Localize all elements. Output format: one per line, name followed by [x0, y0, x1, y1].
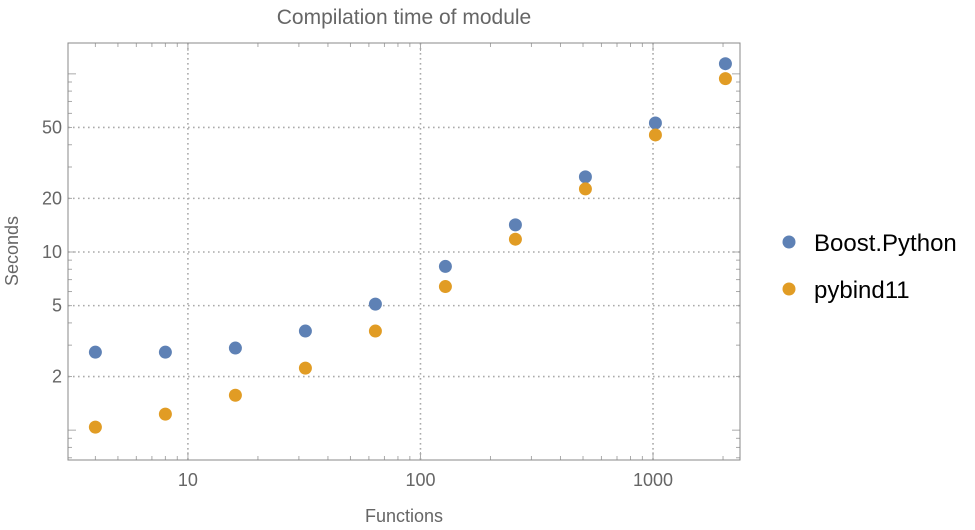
legend-marker — [782, 282, 796, 296]
data-point-pybind11 — [578, 182, 592, 196]
data-point-pybind11 — [718, 72, 732, 86]
data-point-boost-python — [438, 259, 452, 273]
plot-frame — [67, 42, 741, 461]
data-point-boost-python — [88, 345, 102, 359]
x-tick-label: 1000 — [633, 470, 673, 490]
legend-label: pybind11 — [814, 277, 910, 304]
data-point-pybind11 — [228, 388, 242, 402]
y-tick-label: 20 — [42, 188, 62, 208]
legend: Boost.Python pybind11 — [782, 230, 957, 304]
y-tick-label: 50 — [42, 117, 62, 137]
y-tick-label: 2 — [52, 367, 62, 387]
y-axis-label: Seconds — [2, 216, 22, 286]
chart-title: Compilation time of module — [277, 6, 531, 29]
y-tick-label: 10 — [42, 242, 62, 262]
axis-ticks — [68, 43, 740, 460]
data-point-boost-python — [578, 170, 592, 184]
x-axis-label: Functions — [365, 506, 443, 525]
data-point-boost-python — [158, 345, 172, 359]
data-point-pybind11 — [88, 420, 102, 434]
grid — [68, 43, 740, 460]
legend-label: Boost.Python — [814, 230, 957, 257]
data-point-pybind11 — [298, 361, 312, 375]
data-point-boost-python — [228, 341, 242, 355]
data-point-pybind11 — [368, 324, 382, 338]
legend-marker — [782, 235, 796, 249]
data-point-pybind11 — [158, 407, 172, 421]
x-tick-label: 100 — [405, 470, 435, 490]
data-point-boost-python — [508, 218, 522, 232]
data-point-boost-python — [368, 297, 382, 311]
data-point-boost-python — [298, 324, 312, 338]
data-point-boost-python — [648, 116, 662, 130]
tick-labels: 10 100 1000 2 5 10 20 50 — [42, 117, 673, 490]
data-point-boost-python — [718, 57, 732, 71]
y-tick-label: 5 — [52, 296, 62, 316]
x-tick-label: 10 — [178, 470, 198, 490]
data-point-pybind11 — [508, 232, 522, 246]
data-points — [88, 57, 732, 434]
data-point-pybind11 — [438, 280, 452, 294]
data-point-pybind11 — [648, 128, 662, 142]
